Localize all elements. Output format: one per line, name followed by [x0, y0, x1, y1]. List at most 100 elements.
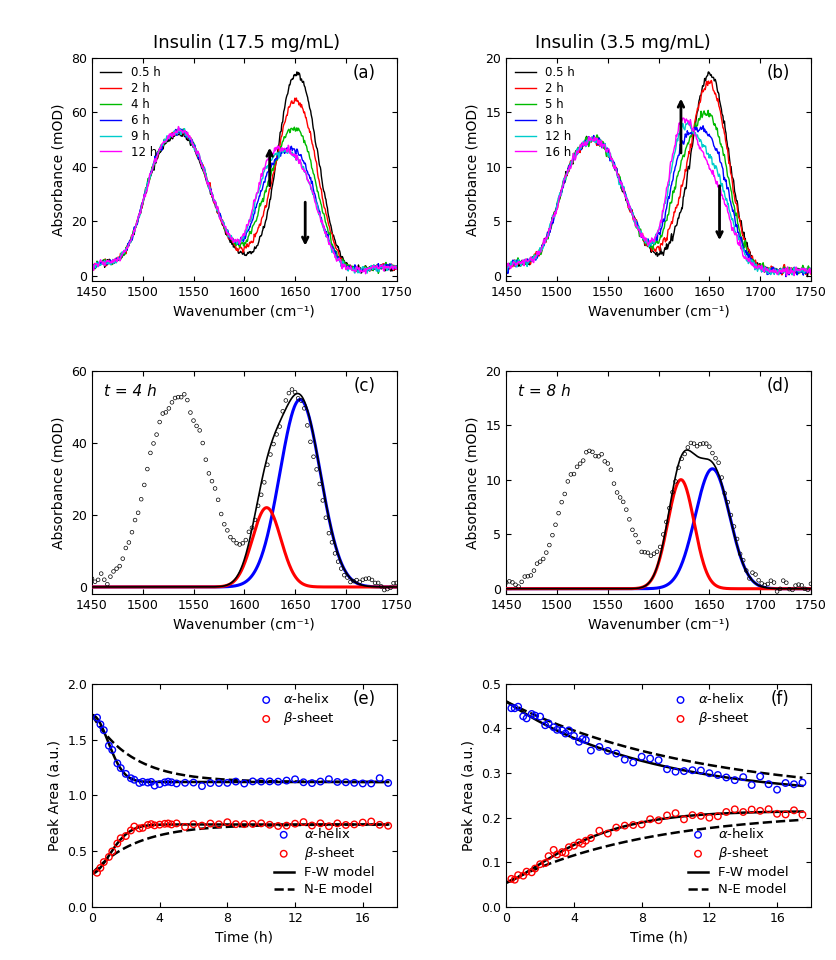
Point — [737, 804, 750, 820]
Point — [116, 551, 130, 566]
Text: (c): (c) — [354, 377, 375, 396]
Point — [359, 571, 373, 587]
9 h — [362, 268, 372, 279]
Point — [677, 763, 691, 779]
Point — [576, 732, 589, 747]
Point — [158, 816, 171, 831]
Point — [272, 818, 285, 833]
Point — [177, 387, 191, 402]
12 h — [166, 130, 176, 141]
Point — [711, 808, 725, 824]
16 h — [681, 113, 691, 125]
Point — [165, 817, 178, 832]
Point — [728, 773, 742, 788]
5 h — [806, 266, 816, 277]
Point — [677, 811, 691, 827]
2 h — [777, 269, 787, 280]
Point — [110, 561, 123, 576]
Point — [788, 777, 801, 792]
Point — [314, 774, 327, 789]
Point — [100, 577, 114, 592]
Point — [555, 845, 568, 860]
8 h — [681, 130, 691, 141]
Point — [562, 723, 575, 738]
Point — [672, 460, 686, 475]
Text: Insulin (17.5 mg/mL): Insulin (17.5 mg/mL) — [153, 34, 340, 52]
Point — [356, 815, 370, 830]
Point — [548, 517, 562, 533]
Point — [348, 775, 361, 790]
Point — [779, 776, 793, 791]
2 h — [681, 165, 691, 177]
Point — [660, 515, 673, 530]
Point — [780, 575, 793, 590]
Point — [521, 568, 534, 584]
Point — [288, 385, 302, 400]
Point — [159, 405, 172, 420]
Point — [641, 545, 655, 561]
Point — [737, 770, 750, 785]
Point — [626, 522, 640, 538]
Point — [316, 492, 329, 508]
Point — [686, 807, 699, 823]
Point — [170, 816, 183, 831]
9 h — [391, 261, 401, 273]
Point — [792, 577, 805, 592]
Point — [788, 803, 801, 818]
Point — [669, 764, 682, 780]
Point — [303, 434, 317, 449]
Y-axis label: Peak Area (a.u.): Peak Area (a.u.) — [461, 740, 476, 851]
Point — [660, 807, 674, 823]
Point — [598, 454, 611, 469]
Text: t = 8 h: t = 8 h — [518, 384, 571, 399]
Point — [635, 544, 649, 560]
Point — [181, 393, 194, 408]
2 h — [267, 178, 277, 189]
Point — [212, 492, 225, 508]
X-axis label: Wavenumber (cm⁻¹): Wavenumber (cm⁻¹) — [173, 304, 315, 319]
Point — [217, 516, 231, 532]
Legend: $\alpha$-helix, $\beta$-sheet, F-W model, N-E model: $\alpha$-helix, $\beta$-sheet, F-W model… — [688, 828, 789, 896]
Point — [178, 775, 191, 790]
Point — [128, 772, 141, 787]
Point — [267, 437, 280, 452]
0.5 h — [639, 234, 649, 246]
Point — [773, 581, 787, 596]
8 h — [781, 271, 791, 282]
Point — [505, 871, 518, 886]
Point — [762, 777, 775, 792]
4 h — [291, 125, 301, 136]
Point — [583, 444, 596, 459]
Point — [520, 710, 533, 726]
Point — [733, 546, 747, 562]
Point — [512, 579, 525, 594]
Point — [619, 502, 633, 517]
Point — [141, 817, 155, 832]
Point — [229, 774, 242, 789]
Point — [509, 577, 522, 592]
Point — [647, 546, 660, 562]
5 h — [579, 138, 589, 150]
Point — [239, 533, 252, 548]
2 h — [706, 75, 716, 86]
Point — [632, 535, 645, 550]
Point — [245, 520, 258, 536]
Point — [724, 508, 737, 523]
Point — [171, 390, 185, 405]
Text: (d): (d) — [767, 377, 789, 396]
Point — [681, 440, 695, 455]
Line: 12 h: 12 h — [507, 121, 811, 275]
0.5 h — [806, 264, 816, 276]
Point — [288, 816, 302, 831]
Point — [804, 576, 818, 591]
Line: 5 h: 5 h — [507, 110, 811, 275]
Point — [543, 538, 556, 553]
Point — [356, 776, 370, 791]
Point — [635, 749, 649, 764]
Point — [227, 533, 240, 548]
12 h — [787, 269, 797, 280]
16 h — [782, 270, 792, 281]
Point — [199, 452, 212, 468]
Point — [236, 536, 249, 551]
5 h — [706, 108, 716, 120]
